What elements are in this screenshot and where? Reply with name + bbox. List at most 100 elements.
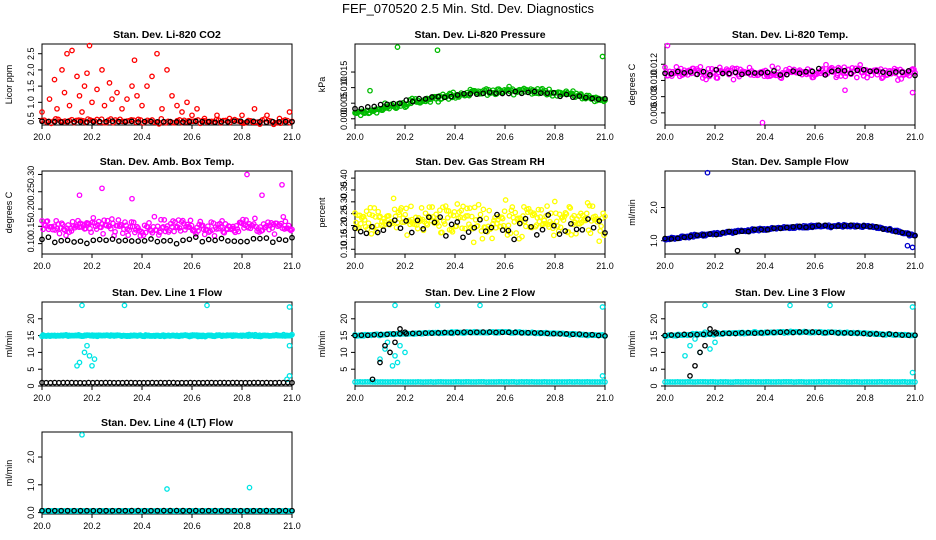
data-point bbox=[796, 70, 803, 77]
data-point bbox=[90, 237, 97, 244]
y-tick-label: 0.010 bbox=[339, 76, 349, 99]
data-point bbox=[597, 228, 604, 234]
data-point bbox=[586, 202, 593, 209]
y-tick-label: 0.30 bbox=[339, 193, 349, 211]
data-point bbox=[231, 507, 238, 514]
data-point bbox=[512, 88, 519, 95]
data-point bbox=[244, 171, 250, 178]
data-point bbox=[382, 342, 388, 349]
data-point bbox=[505, 329, 512, 336]
data-point bbox=[84, 119, 90, 125]
x-tick-label: 21.0 bbox=[283, 521, 301, 531]
data-point bbox=[45, 507, 52, 514]
data-point bbox=[668, 236, 675, 242]
data-point bbox=[790, 68, 797, 74]
panel-title: Stan. Dev. Line 3 Flow bbox=[735, 287, 846, 299]
data-point bbox=[251, 105, 258, 112]
data-point bbox=[167, 118, 174, 125]
data-point bbox=[771, 329, 777, 336]
data-point bbox=[51, 76, 58, 83]
data-point bbox=[707, 346, 713, 352]
panel-title: Stan. Dev. Line 1 Flow bbox=[112, 287, 223, 299]
data-point bbox=[454, 92, 461, 98]
x-tick-label: 20.8 bbox=[233, 521, 251, 531]
data-point bbox=[435, 93, 442, 100]
data-point bbox=[712, 379, 719, 385]
data-point bbox=[550, 330, 557, 337]
data-point bbox=[103, 237, 109, 244]
data-point bbox=[764, 69, 771, 76]
data-point bbox=[276, 507, 283, 514]
data-point bbox=[759, 119, 766, 126]
data-point bbox=[366, 211, 373, 218]
y-tick-label: 20 bbox=[339, 314, 349, 324]
data-point bbox=[809, 68, 816, 75]
data-point bbox=[732, 229, 739, 236]
data-point bbox=[597, 379, 603, 385]
data-point bbox=[585, 216, 591, 222]
x-tick-label: 20.4 bbox=[446, 261, 464, 271]
x-tick-label: 20.4 bbox=[133, 521, 151, 531]
data-point bbox=[739, 71, 745, 78]
data-point bbox=[64, 237, 71, 244]
data-point bbox=[84, 342, 90, 349]
data-point bbox=[567, 205, 574, 211]
data-point bbox=[713, 66, 720, 73]
data-point bbox=[394, 44, 401, 50]
data-point bbox=[551, 198, 558, 205]
x-tick-label: 20.4 bbox=[133, 393, 151, 403]
data-point bbox=[441, 329, 448, 336]
data-point bbox=[544, 203, 550, 209]
data-point bbox=[662, 379, 668, 385]
data-point bbox=[405, 379, 411, 385]
plot-frame bbox=[664, 170, 916, 255]
x-tick-label: 20.0 bbox=[33, 393, 51, 403]
data-point bbox=[269, 118, 276, 125]
data-point bbox=[169, 92, 175, 99]
data-point bbox=[286, 226, 293, 233]
data-point bbox=[364, 332, 371, 339]
data-point bbox=[533, 379, 540, 385]
data-point bbox=[377, 101, 384, 108]
data-point bbox=[787, 302, 793, 309]
data-point bbox=[551, 222, 557, 229]
data-point bbox=[392, 379, 399, 385]
y-tick-label: 1.0 bbox=[26, 479, 36, 492]
x-tick-label: 20.4 bbox=[756, 261, 774, 271]
y-axis-label: ml/min bbox=[627, 199, 637, 226]
data-point bbox=[363, 208, 370, 215]
x-tick-label: 21.0 bbox=[596, 393, 614, 403]
data-point bbox=[557, 224, 564, 231]
data-point bbox=[501, 208, 508, 215]
data-point bbox=[482, 228, 489, 235]
data-point bbox=[674, 68, 681, 75]
data-point bbox=[264, 112, 270, 119]
data-point bbox=[391, 217, 398, 224]
data-point bbox=[765, 379, 772, 385]
data-point bbox=[864, 379, 870, 385]
data-point bbox=[109, 216, 115, 222]
data-point bbox=[54, 105, 60, 112]
data-point bbox=[371, 103, 378, 110]
data-point bbox=[523, 379, 530, 385]
data-point bbox=[289, 118, 295, 125]
data-point bbox=[516, 220, 523, 227]
data-point bbox=[352, 225, 358, 232]
data-point bbox=[905, 332, 912, 339]
data-point bbox=[403, 218, 409, 224]
data-point bbox=[422, 379, 429, 385]
data-point bbox=[576, 379, 583, 385]
data-point bbox=[392, 339, 398, 346]
data-point bbox=[664, 379, 671, 385]
x-tick-label: 20.8 bbox=[546, 393, 564, 403]
data-point bbox=[896, 379, 903, 385]
data-point bbox=[602, 333, 608, 339]
data-point bbox=[687, 342, 693, 349]
x-tick-label: 20.0 bbox=[33, 261, 51, 271]
data-point bbox=[218, 507, 225, 514]
data-point bbox=[494, 220, 500, 227]
data-point bbox=[828, 68, 835, 75]
data-point bbox=[79, 109, 85, 115]
data-point bbox=[848, 222, 854, 229]
data-point bbox=[225, 507, 231, 514]
